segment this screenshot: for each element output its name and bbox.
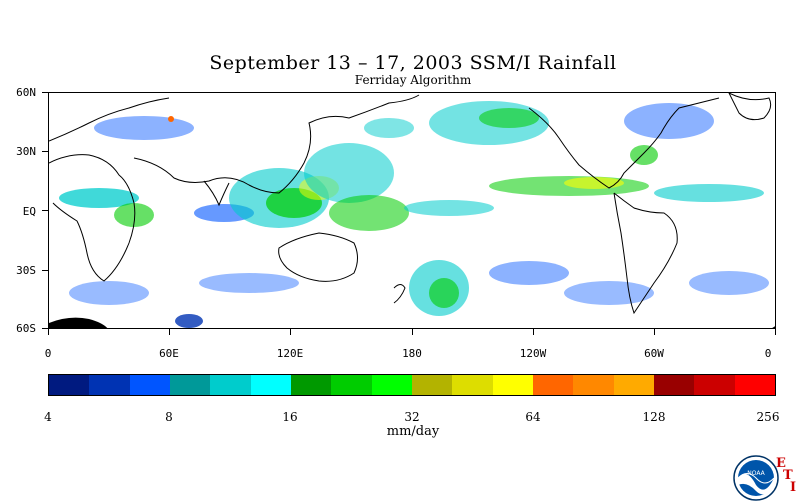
lon-tick (775, 329, 776, 335)
colorbar-swatch-4 (210, 375, 251, 395)
lat-label-30s: 30S (16, 264, 36, 277)
colorbar-swatch-2 (129, 375, 170, 395)
eti-mark: E T I (776, 456, 797, 495)
rainfall-map-canvas (49, 93, 775, 328)
lon-label-120w: 120W (519, 347, 547, 360)
colorbar-swatch-13 (573, 375, 614, 395)
lat-tick (42, 210, 48, 211)
colorbar-swatch-12 (532, 375, 574, 395)
colorbar-label-8: 8 (165, 410, 173, 424)
colorbar-swatch-14 (613, 375, 654, 395)
colorbar-label-256: 256 (756, 410, 780, 424)
lat-label-60n: 60N (16, 86, 36, 99)
colorbar-swatch-16 (694, 375, 735, 395)
lon-tick (290, 329, 291, 335)
colorbar-swatch-8 (371, 375, 412, 395)
colorbar-swatch-0 (49, 375, 90, 395)
coastlines (49, 93, 772, 315)
map-subtitle: Ferriday Algorithm (354, 73, 472, 87)
lon-label-60w: 60W (644, 347, 664, 360)
rain-patches (59, 101, 769, 328)
noaa-logo-icon[interactable]: NOAA (733, 455, 779, 501)
colorbar-swatch-7 (331, 375, 372, 395)
colorbar-swatch-5 (250, 375, 291, 395)
colorbar-swatch-6 (290, 375, 332, 395)
colorbar-units: mm/day (386, 424, 440, 439)
colorbar-swatch-3 (169, 375, 211, 395)
lon-label-0-right: 0 (764, 347, 772, 360)
lon-label-180: 180 (402, 347, 422, 360)
lon-tick (412, 329, 413, 335)
lon-tick (654, 329, 655, 335)
lat-tick (42, 328, 48, 329)
lat-tick (42, 151, 48, 152)
colorbar-label-64: 64 (525, 410, 541, 424)
lon-tick (533, 329, 534, 335)
colorbar-swatch-17 (734, 375, 775, 395)
lat-label-30n: 30N (16, 145, 36, 158)
eti-letter-i: I (790, 480, 797, 495)
colorbar-label-128: 128 (642, 410, 666, 424)
colorbar-swatch-11 (492, 375, 533, 395)
rainfall-colorbar (48, 374, 776, 396)
colorbar-swatch-1 (89, 375, 130, 395)
lon-tick (169, 329, 170, 335)
lon-label-120e: 120E (276, 347, 304, 360)
lon-label-60e: 60E (159, 347, 179, 360)
logo-text: NOAA (747, 470, 765, 477)
colorbar-swatch-10 (452, 375, 493, 395)
antarctica-shape (49, 317, 108, 328)
lon-label-0: 0 (44, 347, 52, 360)
eti-letter-e: E (776, 456, 786, 471)
lat-label-eq: EQ (22, 205, 36, 218)
lat-tick (42, 270, 48, 271)
rainfall-map (48, 92, 776, 329)
colorbar-label-16: 16 (282, 410, 298, 424)
lat-label-60s: 60S (16, 322, 36, 335)
lat-tick (42, 92, 48, 93)
lon-tick (48, 329, 49, 335)
colorbar-swatch-9 (411, 375, 453, 395)
colorbar-swatch-15 (653, 375, 695, 395)
colorbar-label-32: 32 (404, 410, 420, 424)
eti-letter-t: T (783, 468, 793, 483)
map-title: September 13 – 17, 2003 SSM/I Rainfall (209, 52, 617, 74)
colorbar-label-4: 4 (44, 410, 52, 424)
